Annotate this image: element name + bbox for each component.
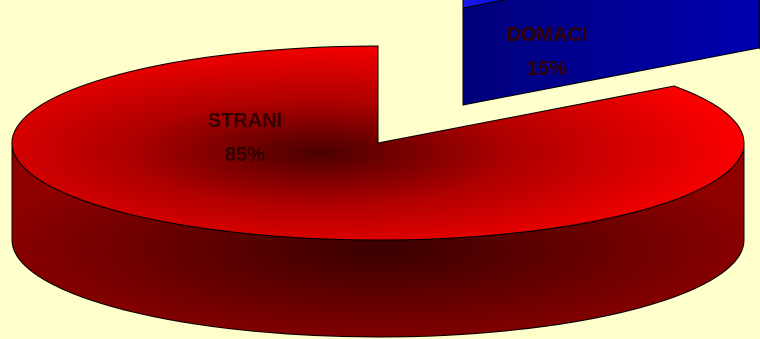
data-label-value-domaci: 15% xyxy=(527,58,567,80)
pie-slice-top xyxy=(462,0,508,9)
pie-slice-side xyxy=(462,0,760,106)
data-label-name-strani: STRANI xyxy=(208,110,282,132)
pie-slice-top xyxy=(11,45,745,241)
pie-slice-domaci xyxy=(462,0,760,106)
pie-slice-strani xyxy=(11,45,745,338)
data-label-name-domaci: DOMACI xyxy=(506,24,587,46)
data-label-value-strani: 85% xyxy=(225,144,265,166)
